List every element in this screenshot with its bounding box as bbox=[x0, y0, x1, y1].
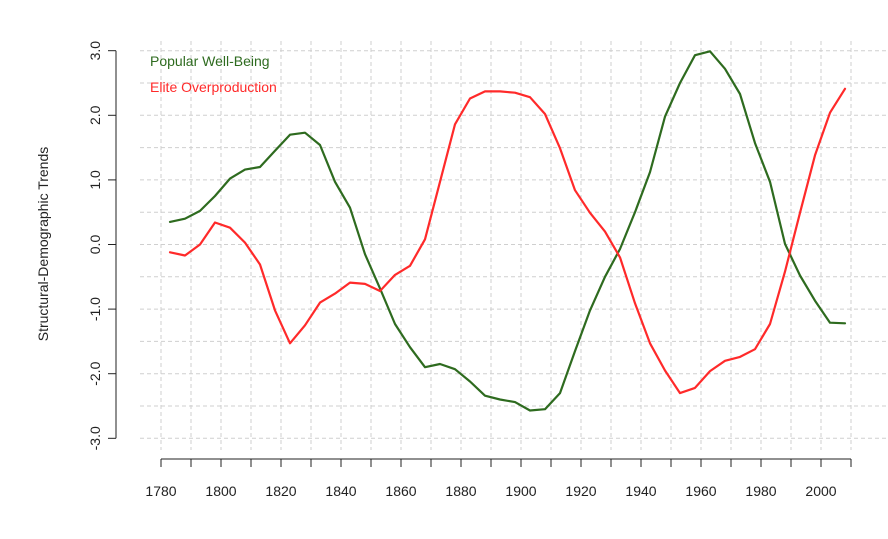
grid bbox=[140, 41, 888, 450]
x-tick-label: 2000 bbox=[805, 483, 836, 499]
x-tick-label: 1920 bbox=[565, 483, 596, 499]
x-tick-label: 1860 bbox=[385, 483, 416, 499]
x-tick-label: 1840 bbox=[325, 483, 356, 499]
x-tick-label: 1880 bbox=[445, 483, 476, 499]
x-tick-label: 1940 bbox=[625, 483, 656, 499]
y-tick-label: 3.0 bbox=[87, 41, 103, 61]
y-tick-label: -3.0 bbox=[87, 426, 103, 450]
axes: -3.0 -2.0 -1.0 0.0 1.0 2.0 3.0 1780 1800 1820 1840… bbox=[87, 41, 852, 499]
x-tick-label: 1960 bbox=[685, 483, 716, 499]
legend: Popular Well-Being Elite Overproduction bbox=[150, 53, 277, 95]
series-line-popular-well-being bbox=[168, 50, 847, 412]
x-tick-label: 1820 bbox=[265, 483, 296, 499]
legend-item-popular-well-being: Popular Well-Being bbox=[150, 53, 270, 69]
series-layer bbox=[168, 50, 847, 412]
y-tick-label: 0.0 bbox=[87, 235, 103, 255]
y-tick-label: 2.0 bbox=[87, 105, 103, 125]
y-tick-label: -1.0 bbox=[87, 297, 103, 321]
x-tick-label: 1800 bbox=[205, 483, 236, 499]
y-tick-label: -2.0 bbox=[87, 361, 103, 385]
series-line-elite-overproduction bbox=[168, 87, 847, 395]
x-tick-label: 1780 bbox=[145, 483, 176, 499]
x-tick-label: 1900 bbox=[505, 483, 536, 499]
y-axis-label: Structural-Demographic Trends bbox=[35, 147, 51, 342]
legend-item-elite-overproduction: Elite Overproduction bbox=[150, 79, 277, 95]
y-tick-label: 1.0 bbox=[87, 170, 103, 190]
x-tick-label: 1980 bbox=[745, 483, 776, 499]
